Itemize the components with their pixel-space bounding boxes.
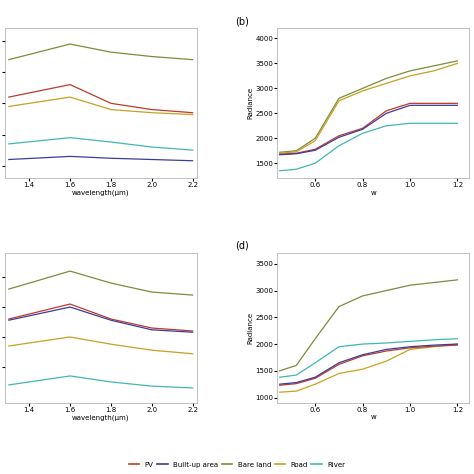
Text: (b): (b) [235,16,249,26]
Y-axis label: Radiance: Radiance [248,312,254,344]
Legend: PV, Built-up area, Bare land, Road, River: PV, Built-up area, Bare land, Road, Rive… [126,459,348,471]
Y-axis label: Radiance: Radiance [248,87,254,119]
X-axis label: w: w [370,414,376,420]
X-axis label: w: w [370,190,376,196]
X-axis label: wavelength(μm): wavelength(μm) [72,190,129,196]
X-axis label: wavelength(μm): wavelength(μm) [72,414,129,421]
Text: (d): (d) [235,241,249,251]
